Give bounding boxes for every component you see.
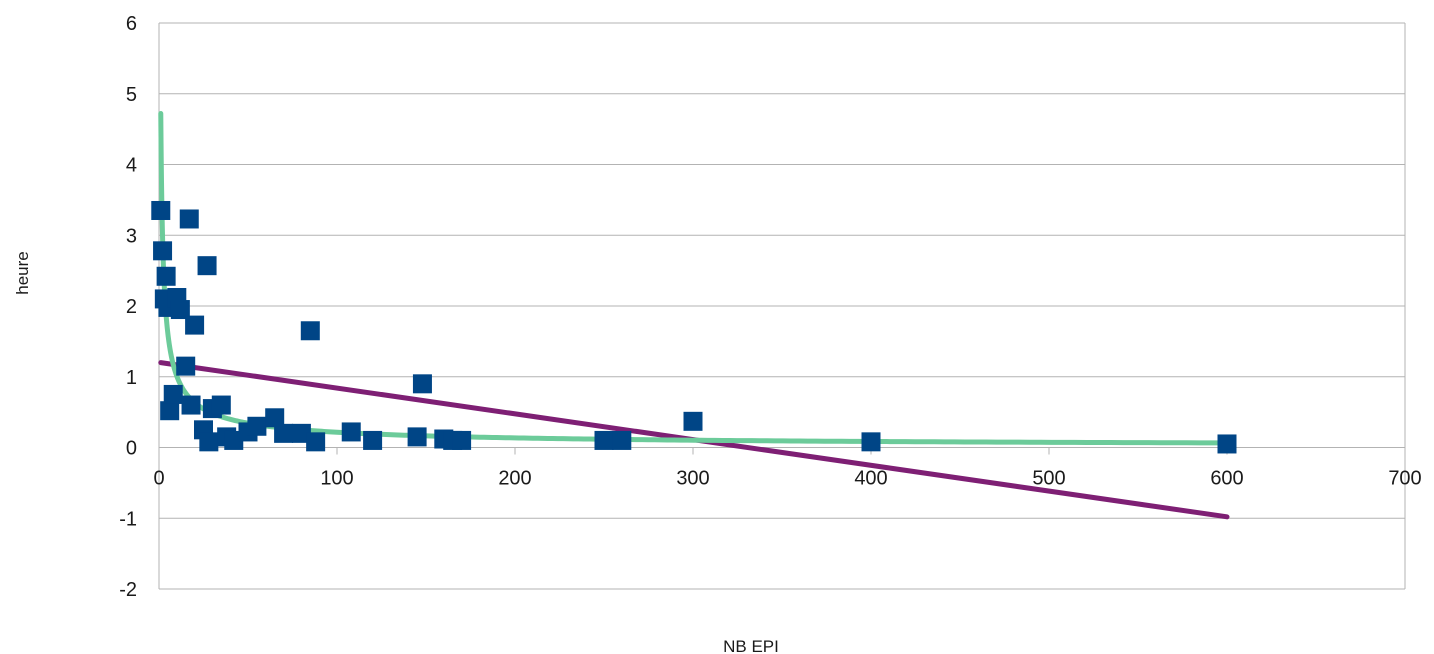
y-tick-label: 0: [126, 438, 137, 460]
data-point: [211, 395, 231, 415]
x-tick-label: 100: [320, 468, 353, 490]
y-axis-ticks: -2 -1 0 1 2 3 4 5 6: [119, 13, 137, 601]
data-point: [151, 200, 171, 220]
data-point: [594, 430, 614, 450]
data-point: [341, 422, 361, 442]
data-point: [300, 321, 320, 341]
x-tick-label: 0: [153, 468, 164, 490]
y-tick-label: 2: [126, 296, 137, 318]
y-tick-label: 3: [126, 225, 137, 247]
data-point: [363, 430, 383, 450]
data-point: [861, 432, 881, 452]
data-point: [683, 411, 703, 431]
data-point: [412, 374, 432, 394]
data-point: [170, 300, 190, 320]
data-point: [153, 241, 173, 261]
power-trend-curve: [158, 111, 1230, 446]
grid-lines: [158, 22, 1406, 590]
data-point: [247, 416, 267, 436]
x-tick-label: 400: [854, 468, 887, 490]
y-tick-label: 4: [126, 155, 137, 177]
x-tick-label: 300: [676, 468, 709, 490]
x-axis-title: NB EPI: [723, 637, 779, 654]
data-point: [176, 356, 196, 376]
y-axis-title: heure: [13, 251, 32, 294]
x-tick-label: 500: [1032, 468, 1065, 490]
data-point: [274, 423, 294, 443]
y-tick-label: -1: [119, 508, 137, 530]
data-point: [185, 315, 205, 335]
data-point: [160, 401, 180, 421]
x-axis-ticks: 0 100 200 300 400 500 600 700: [153, 468, 1421, 490]
y-tick-label: 6: [126, 13, 137, 35]
data-point: [199, 432, 219, 452]
data-point: [156, 266, 176, 286]
data-point: [179, 209, 199, 229]
data-point: [407, 427, 427, 447]
trend-lines: [158, 111, 1230, 520]
data-points: [151, 200, 1237, 454]
data-point: [181, 395, 201, 415]
data-point: [197, 256, 217, 276]
y-tick-label: -2: [119, 579, 137, 601]
data-point: [612, 430, 632, 450]
data-point: [265, 408, 285, 428]
x-tick-label: 700: [1388, 468, 1421, 490]
x-tick-label: 600: [1210, 468, 1243, 490]
y-tick-label: 5: [126, 84, 137, 106]
x-tick-label: 200: [498, 468, 531, 490]
y-tick-label: 1: [126, 367, 137, 389]
data-point: [163, 384, 183, 404]
data-point: [306, 432, 326, 452]
data-point: [452, 430, 472, 450]
data-point: [1217, 434, 1237, 454]
